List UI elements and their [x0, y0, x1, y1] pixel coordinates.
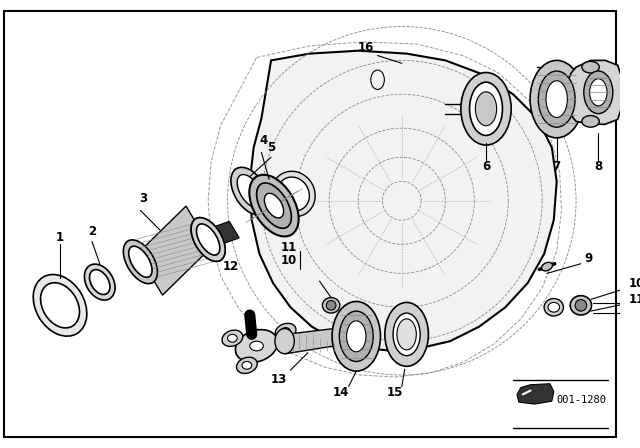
Ellipse shape: [271, 171, 315, 217]
Ellipse shape: [385, 302, 428, 366]
Ellipse shape: [191, 218, 225, 261]
Text: 11: 11: [280, 241, 296, 254]
Ellipse shape: [257, 183, 291, 228]
Polygon shape: [285, 328, 334, 354]
Ellipse shape: [231, 167, 269, 215]
Ellipse shape: [570, 296, 591, 315]
Polygon shape: [138, 206, 211, 295]
Ellipse shape: [544, 298, 563, 316]
Ellipse shape: [281, 327, 291, 336]
Text: 5: 5: [267, 141, 275, 154]
Ellipse shape: [84, 264, 115, 300]
Ellipse shape: [227, 334, 237, 342]
Text: 1: 1: [56, 231, 64, 244]
Ellipse shape: [541, 263, 552, 271]
Ellipse shape: [530, 60, 583, 138]
Ellipse shape: [264, 194, 284, 218]
Ellipse shape: [589, 79, 607, 106]
Text: 6: 6: [482, 160, 490, 173]
Ellipse shape: [548, 302, 559, 312]
Ellipse shape: [326, 301, 336, 310]
Ellipse shape: [546, 81, 567, 117]
Text: 10: 10: [629, 276, 640, 289]
Text: 9: 9: [584, 252, 593, 265]
Text: 10: 10: [280, 254, 296, 267]
Polygon shape: [566, 60, 621, 124]
Ellipse shape: [584, 71, 613, 114]
Polygon shape: [250, 51, 557, 351]
Ellipse shape: [33, 275, 87, 336]
Text: 14: 14: [333, 386, 349, 399]
Ellipse shape: [196, 224, 220, 255]
Ellipse shape: [277, 177, 309, 211]
Ellipse shape: [191, 218, 225, 261]
Ellipse shape: [461, 73, 511, 145]
Ellipse shape: [397, 319, 416, 350]
Ellipse shape: [575, 300, 587, 311]
Ellipse shape: [470, 82, 502, 135]
Ellipse shape: [275, 328, 294, 354]
Text: 8: 8: [594, 160, 602, 173]
Ellipse shape: [582, 61, 599, 73]
Ellipse shape: [250, 175, 299, 237]
Text: 3: 3: [140, 192, 147, 205]
Ellipse shape: [242, 362, 252, 369]
Ellipse shape: [40, 283, 79, 328]
Text: 11: 11: [629, 293, 640, 306]
Polygon shape: [517, 384, 554, 404]
Text: 16: 16: [358, 41, 374, 54]
Ellipse shape: [393, 313, 420, 356]
Ellipse shape: [332, 302, 381, 371]
Text: 2: 2: [88, 225, 96, 238]
Text: 001-1280: 001-1280: [557, 395, 607, 405]
Ellipse shape: [236, 330, 278, 362]
Ellipse shape: [538, 71, 575, 127]
Text: 13: 13: [271, 373, 287, 386]
Ellipse shape: [237, 357, 257, 374]
Text: 12: 12: [222, 260, 239, 273]
Polygon shape: [201, 221, 239, 248]
Ellipse shape: [339, 311, 373, 362]
Ellipse shape: [250, 341, 263, 351]
Ellipse shape: [582, 116, 599, 127]
Ellipse shape: [347, 321, 366, 352]
Ellipse shape: [237, 175, 262, 207]
Ellipse shape: [476, 92, 497, 126]
Text: 4: 4: [259, 134, 268, 147]
Ellipse shape: [275, 323, 296, 340]
Ellipse shape: [90, 270, 110, 294]
Ellipse shape: [222, 330, 243, 346]
Text: 15: 15: [387, 386, 403, 399]
Text: 7: 7: [552, 160, 561, 173]
Ellipse shape: [129, 246, 152, 277]
Ellipse shape: [124, 240, 157, 284]
Ellipse shape: [323, 297, 340, 313]
